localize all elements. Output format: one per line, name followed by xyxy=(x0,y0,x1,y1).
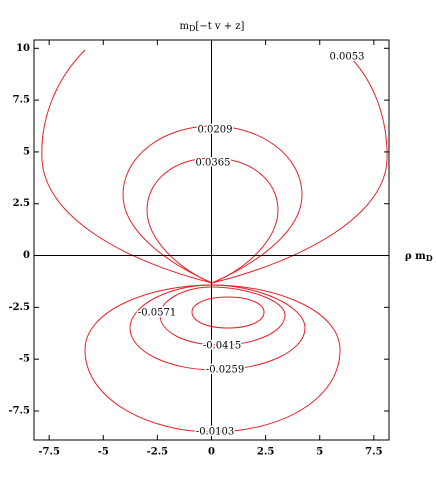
x-tick-label: 7.5 xyxy=(365,447,382,458)
contour-line xyxy=(129,284,306,371)
x-tick-label: -7.5 xyxy=(38,447,60,458)
x-tick-label: 5 xyxy=(316,447,323,458)
title-subscript: D xyxy=(189,24,195,33)
contour-line xyxy=(84,284,341,433)
x-tick-label: -5 xyxy=(98,447,109,458)
contour-label: -0.0415 xyxy=(203,341,241,352)
y-tick-label: -7.5 xyxy=(8,405,30,416)
contour-label: -0.0571 xyxy=(138,308,176,319)
x-axis-label: ρ mD xyxy=(405,251,433,264)
x-tick-label: 2.5 xyxy=(257,447,274,458)
y-tick-label: -2.5 xyxy=(8,302,30,313)
contour-line xyxy=(159,286,286,346)
contour-label: -0.0259 xyxy=(206,365,244,376)
y-tick-label: 0 xyxy=(23,250,30,261)
contour-label: -0.0103 xyxy=(196,427,234,438)
y-tick-label: 5 xyxy=(23,146,30,157)
x-tick-label: -2.5 xyxy=(147,447,169,458)
chart-title: mD[−t v + z] xyxy=(180,21,245,34)
contour-label: 0.0209 xyxy=(198,125,233,136)
title-rest: [−t v + z] xyxy=(195,21,244,32)
contour-line xyxy=(122,125,303,284)
x-label-subscript: D xyxy=(426,253,433,263)
x-label-main: ρ m xyxy=(405,251,426,262)
y-tick-label: 2.5 xyxy=(13,198,30,209)
contour-label: 0.0053 xyxy=(330,52,365,63)
x-tick-label: 0 xyxy=(208,447,215,458)
y-tick-label: 10 xyxy=(16,43,30,54)
title-main: m xyxy=(180,21,190,32)
y-tick-label: -5 xyxy=(19,354,30,365)
y-tick-label: 7.5 xyxy=(13,95,30,106)
contour-line xyxy=(146,157,279,284)
contour-line xyxy=(191,296,265,329)
contour-label: 0.0365 xyxy=(196,158,231,169)
